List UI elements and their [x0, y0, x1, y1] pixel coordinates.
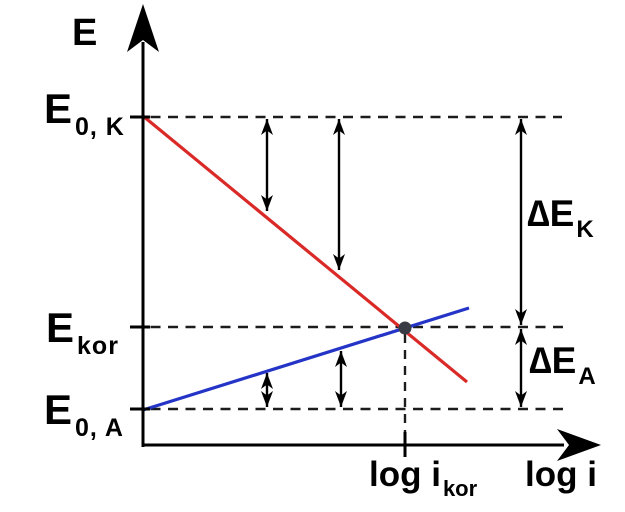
annotation-delta-ek-sub: K — [576, 216, 594, 243]
corrosion-point-dot — [398, 321, 412, 335]
label-ekor-sub: kor — [77, 332, 119, 360]
annotation-delta-ea: ∆EA — [529, 340, 596, 389]
x-tick-label-log-ikor: log ikor — [369, 455, 477, 500]
label-e0k-sub: 0, K — [75, 113, 125, 141]
annotation-delta-ea-main: ∆E — [529, 340, 577, 381]
y-axis-arrowhead-icon — [127, 4, 159, 52]
x-axis-title: log i — [525, 457, 597, 492]
label-e0k-main: E — [44, 85, 73, 132]
annotation-delta-ea-sub: A — [578, 363, 596, 390]
annotation-delta-ek-main: ∆E — [527, 193, 575, 234]
annotation-delta-ek: ∆EK — [527, 193, 594, 242]
x-axis-title-main: log i — [525, 455, 597, 494]
x-tick-label-main: log i — [369, 455, 441, 494]
x-axis-arrowhead-icon — [557, 429, 601, 461]
label-ekor-main: E — [46, 304, 75, 351]
label-e0k: E 0, K — [44, 85, 125, 140]
anodic-polarization-line — [142, 306, 470, 412]
cathodic-polarization-line — [141, 114, 469, 384]
y-axis-title: E — [72, 12, 98, 54]
label-e0a-sub: 0, A — [75, 414, 124, 442]
label-e0a-main: E — [44, 386, 73, 433]
x-tick-label-sub: kor — [442, 476, 478, 501]
label-e0a: E 0, A — [44, 386, 124, 441]
